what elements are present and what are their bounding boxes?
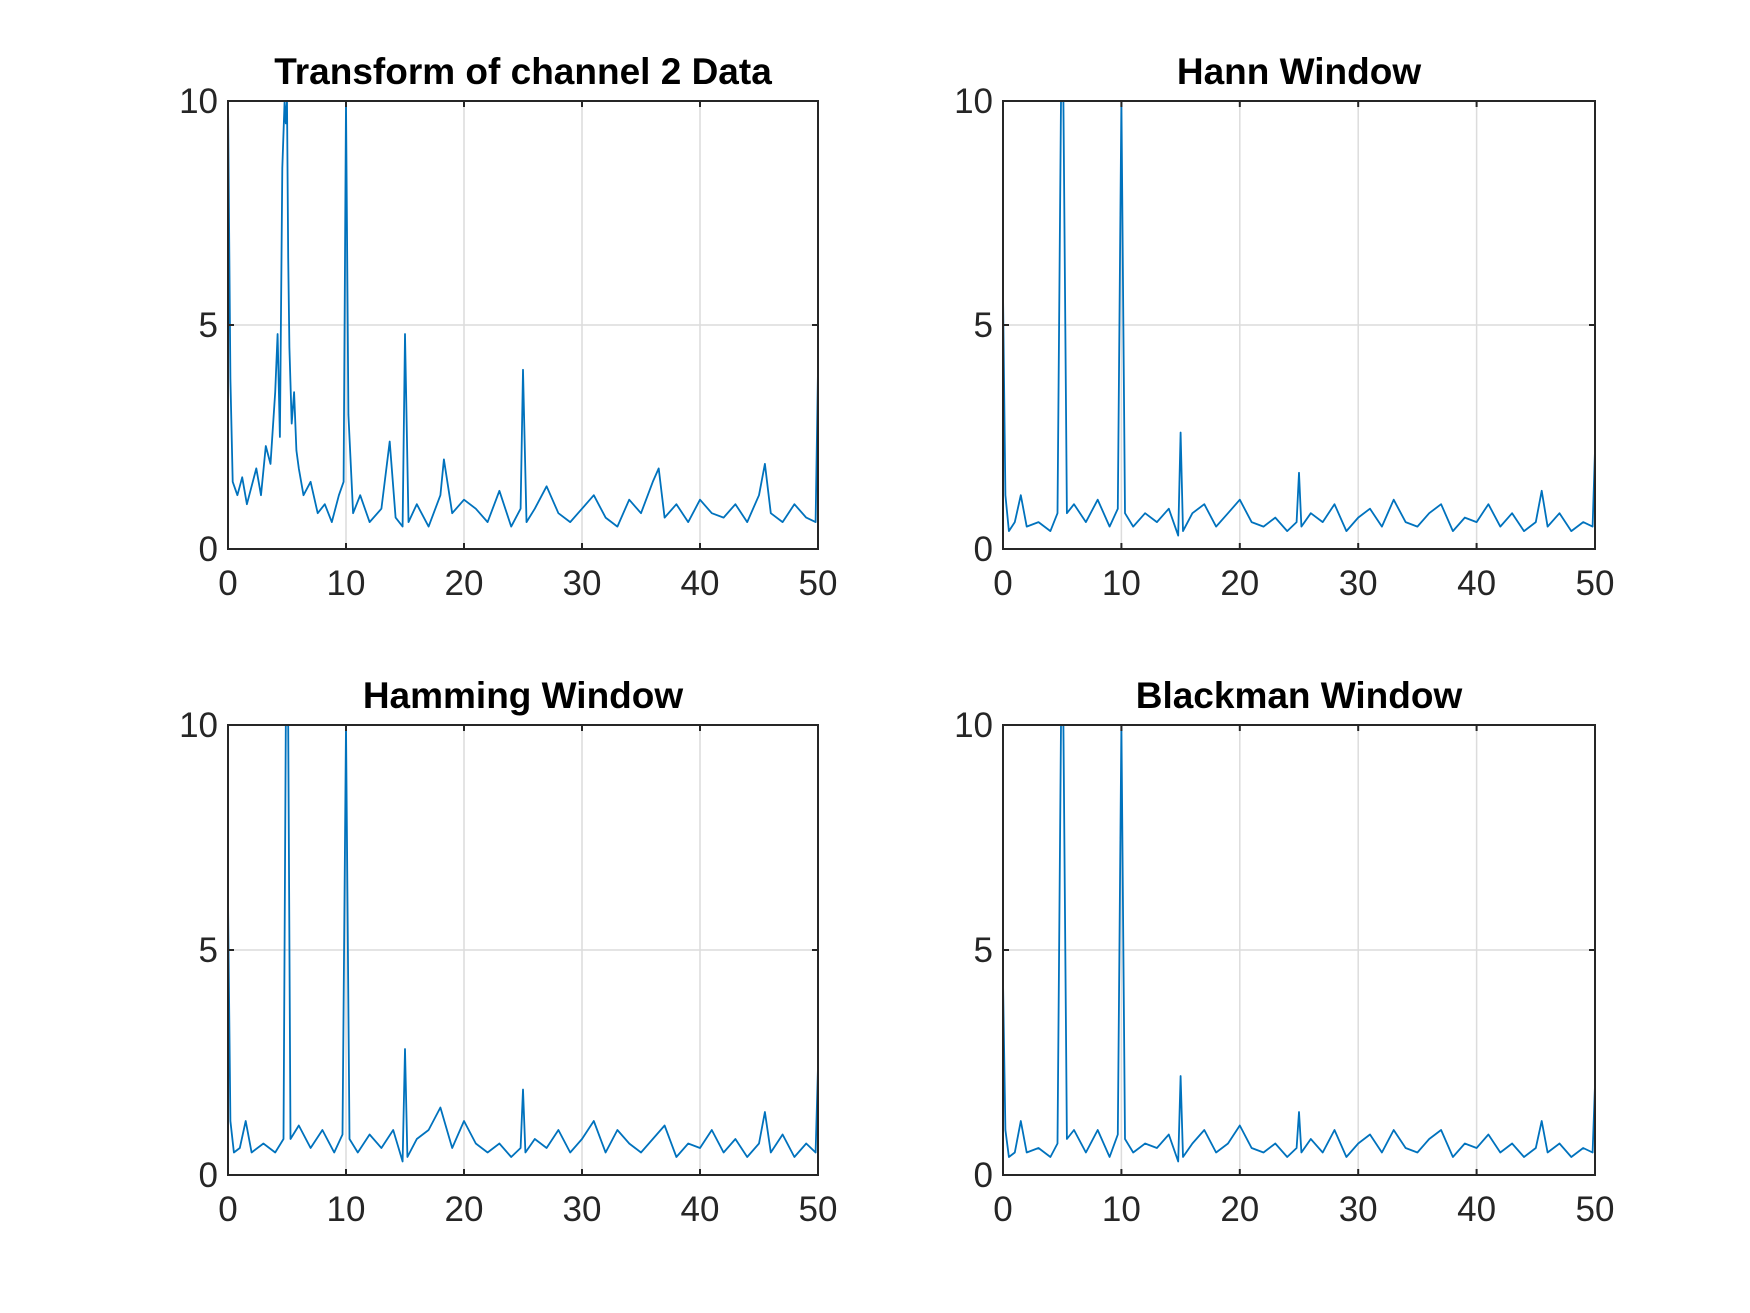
subplot-4: Blackman Window 0 10 20 30 40 50 0 5 10 [954, 675, 1614, 1229]
y-tick-label: 5 [974, 306, 993, 345]
subplot-title: Hamming Window [363, 675, 684, 716]
x-tick-label: 20 [445, 1190, 484, 1229]
x-tick-label: 10 [327, 1190, 366, 1229]
subplot-title: Hann Window [1177, 51, 1421, 92]
x-tick-label: 0 [993, 564, 1012, 603]
series-line [228, 101, 818, 528]
x-tick-label: 20 [1220, 564, 1259, 603]
x-tick-label: 0 [218, 1190, 237, 1229]
x-tick-label: 30 [563, 1190, 602, 1229]
subplot-1: Transform of channel 2 Data 0 10 20 30 40 50 0 5… [179, 51, 837, 603]
y-tick-label: 0 [974, 530, 993, 569]
y-tick-label: 0 [199, 530, 218, 569]
x-tick-label: 10 [1102, 1190, 1141, 1229]
x-tick-label: 30 [1339, 564, 1378, 603]
x-tick-label: 50 [799, 1190, 838, 1229]
x-tick-label: 20 [1220, 1190, 1259, 1229]
x-tick-label: 10 [1102, 564, 1141, 603]
y-tick-label: 5 [199, 306, 218, 345]
y-tick-label: 10 [954, 82, 993, 121]
x-tick-label: 20 [445, 564, 484, 603]
subplot-title: Blackman Window [1136, 675, 1463, 716]
x-tick-label: 10 [327, 564, 366, 603]
subplot-3: Hamming Window 0 10 20 30 40 50 0 5 10 [179, 675, 837, 1229]
y-tick-label: 0 [199, 1156, 218, 1195]
x-tick-label: 30 [1339, 1190, 1378, 1229]
x-tick-label: 40 [681, 1190, 720, 1229]
y-tick-label: 5 [199, 931, 218, 970]
x-tick-label: 0 [993, 1190, 1012, 1229]
x-tick-label: 50 [799, 564, 838, 603]
y-tick-label: 10 [179, 82, 218, 121]
x-tick-label: 40 [681, 564, 720, 603]
series-line [1003, 725, 1595, 1163]
subplot-title: Transform of channel 2 Data [274, 51, 772, 92]
x-tick-label: 0 [218, 564, 237, 603]
y-tick-label: 10 [954, 706, 993, 745]
subplot-2: Hann Window 0 10 20 30 40 50 0 5 10 [954, 51, 1614, 603]
series-line [1003, 101, 1595, 537]
x-tick-label: 30 [563, 564, 602, 603]
y-tick-label: 5 [974, 931, 993, 970]
y-tick-label: 10 [179, 706, 218, 745]
x-tick-label: 40 [1457, 564, 1496, 603]
x-tick-label: 50 [1576, 1190, 1615, 1229]
x-tick-label: 40 [1457, 1190, 1496, 1229]
x-tick-label: 50 [1576, 564, 1615, 603]
series-line [228, 725, 818, 1163]
y-tick-label: 0 [974, 1156, 993, 1195]
